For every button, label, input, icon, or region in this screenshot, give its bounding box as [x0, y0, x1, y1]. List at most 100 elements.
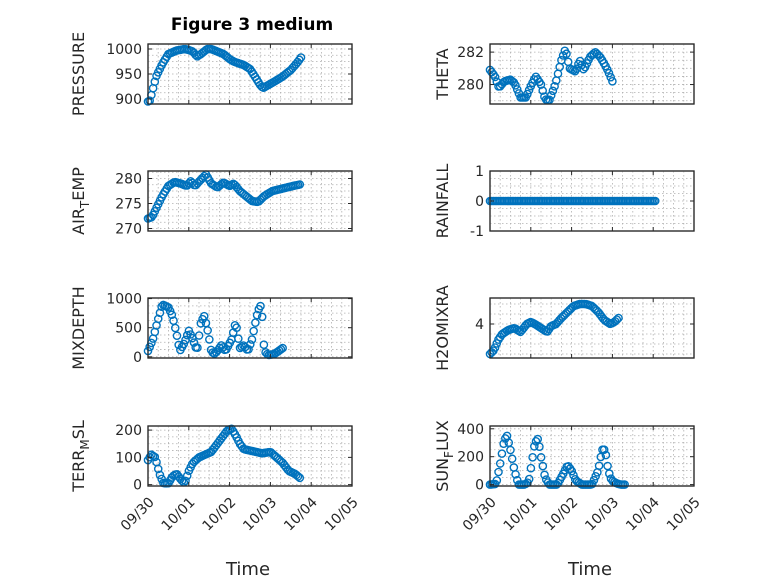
data-point: [234, 334, 243, 343]
data-points: [143, 170, 305, 223]
data-points: [485, 46, 617, 105]
data-point: [536, 80, 546, 89]
data-point: [524, 85, 534, 95]
data-point: [550, 82, 559, 91]
data-point: [650, 196, 660, 206]
subplot-4: -1 0 1 RAINFALL: [433, 164, 695, 240]
axes-frame: [489, 297, 695, 359]
data-point: [511, 470, 520, 479]
y-axis-label: RAINFALL: [433, 164, 452, 239]
data-point: [614, 313, 623, 323]
y-axis-label: AIRTEMP: [69, 167, 92, 235]
data-point: [244, 345, 253, 354]
data-point: [251, 318, 260, 327]
data-point: [150, 77, 160, 87]
y-axis-label: SUNFLUX: [433, 420, 456, 492]
subplot-5: 0 500 1000 MIXDEPTH: [69, 286, 353, 370]
x-tick-label: 10/03: [582, 494, 622, 534]
data-point: [612, 315, 622, 324]
data-points: [143, 424, 305, 488]
y-tick-label: 400: [457, 422, 484, 438]
y-tick-label: 0: [475, 478, 484, 494]
data-point: [256, 301, 265, 311]
data-point: [490, 343, 500, 352]
data-point: [230, 321, 240, 330]
data-point: [182, 471, 192, 481]
y-tick-label: 200: [457, 450, 484, 466]
data-point: [603, 461, 612, 471]
data-point: [249, 326, 258, 336]
data-point: [153, 464, 163, 474]
y-axis-label-tail: EMP: [69, 167, 88, 201]
figure-title: Figure 3 medium: [171, 15, 333, 35]
y-axis-label: THETA: [433, 48, 452, 100]
data-point: [196, 319, 206, 328]
data-point: [179, 339, 189, 349]
subplot-1: 900 950 1000 PRESSURE: [69, 32, 353, 116]
y-tick-label: 950: [115, 67, 142, 83]
data-point: [497, 449, 507, 458]
data-point: [148, 451, 158, 461]
data-point: [172, 331, 182, 341]
data-point: [203, 326, 212, 335]
y-tick-label: -1: [470, 224, 484, 240]
data-point: [506, 445, 515, 455]
data-point: [601, 450, 611, 460]
y-axis-label: H2OMIXRA: [433, 285, 452, 371]
data-point: [295, 180, 305, 189]
data-point: [295, 473, 305, 483]
y-axis-label-tail: SL: [69, 420, 88, 439]
data-point: [533, 434, 543, 444]
data-point: [587, 479, 597, 489]
x-tick-label: 10/05: [322, 494, 362, 534]
subplot-6: 4 H2OMIXRA: [433, 285, 695, 371]
x-tick-label: 09/30: [118, 494, 158, 534]
data-point: [589, 49, 599, 58]
y-tick-label: 280: [457, 78, 484, 94]
data-point: [494, 467, 503, 477]
data-point: [620, 480, 629, 489]
data-point: [294, 55, 304, 65]
data-points: [485, 196, 660, 206]
y-tick-label: 0: [133, 478, 142, 494]
data-point: [536, 453, 546, 462]
y-axis-label-main: SUN: [433, 458, 452, 492]
data-point: [276, 345, 286, 354]
y-tick-label: 200: [115, 423, 142, 439]
data-points: [485, 299, 623, 359]
x-tick-label: 10/05: [664, 494, 704, 534]
data-point: [232, 323, 241, 332]
data-point: [512, 85, 522, 94]
data-point: [538, 461, 548, 471]
data-point: [591, 471, 600, 481]
data-point: [604, 68, 614, 78]
data-point: [594, 461, 604, 471]
subplot-2: 280 282 THETA: [433, 43, 695, 105]
x-tick-label: 10/04: [623, 494, 663, 534]
y-axis-label-subscript: M: [78, 439, 92, 449]
subplot-3: 270 275 280 AIRTEMP: [69, 167, 353, 238]
data-point: [194, 331, 204, 340]
x-tick-label: 10/04: [281, 494, 321, 534]
y-tick-label: 1: [475, 164, 484, 180]
x-tick-label: 10/03: [240, 494, 280, 534]
data-point: [530, 442, 539, 451]
data-point: [499, 439, 508, 449]
data-point: [155, 470, 165, 480]
data-point: [278, 343, 287, 353]
axes-frame: [147, 170, 353, 232]
data-point: [605, 469, 614, 478]
y-tick-label: 1000: [106, 292, 142, 308]
data-point: [528, 453, 537, 462]
data-points: [143, 44, 306, 106]
data-point: [546, 91, 556, 100]
y-tick-label: 1000: [106, 42, 142, 58]
data-point: [155, 308, 165, 318]
data-point: [511, 81, 520, 90]
data-point: [540, 470, 549, 480]
subplot-7: 0 100 200 09/30 10/01 10/02 10/03 10/04 10/05 TER…: [69, 420, 362, 580]
data-point: [495, 459, 505, 468]
data-point: [293, 472, 303, 481]
